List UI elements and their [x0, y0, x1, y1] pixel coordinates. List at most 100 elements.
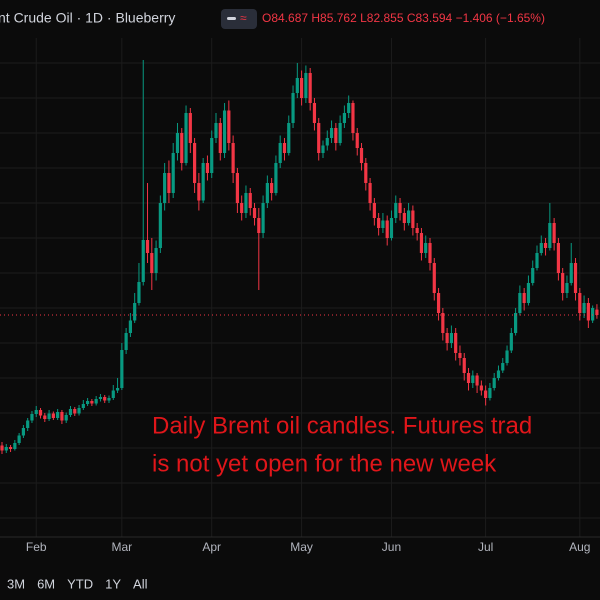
- candle-body: [586, 303, 590, 321]
- candle-body: [407, 210, 411, 223]
- candle-body: [556, 243, 560, 273]
- candle-body: [94, 399, 98, 404]
- range-bar: 3M 6M YTD 1Y All: [7, 576, 148, 591]
- candle-body: [317, 123, 321, 153]
- candle-body: [60, 412, 64, 421]
- candle-body: [415, 228, 419, 233]
- candle-body: [188, 113, 192, 143]
- candle-body: [300, 78, 304, 98]
- candle-body: [86, 401, 90, 404]
- candle-body: [81, 404, 85, 408]
- candle-body: [531, 268, 535, 283]
- candle-body: [115, 388, 120, 391]
- candle-body: [154, 248, 158, 273]
- candle-body: [265, 183, 269, 203]
- candle-body: [359, 148, 364, 163]
- candle-body: [411, 210, 415, 228]
- x-tick-label: Apr: [202, 540, 221, 554]
- candle-body: [402, 213, 406, 223]
- candle-body: [257, 218, 261, 233]
- candle-body: [252, 208, 257, 218]
- candle-body: [287, 123, 291, 153]
- candle-body: [107, 398, 111, 401]
- candle-body: [17, 435, 21, 443]
- candle-body: [145, 240, 150, 253]
- candle-body: [578, 293, 582, 313]
- candle-body: [565, 283, 569, 293]
- candle-body: [449, 333, 453, 343]
- candle-body: [222, 110, 227, 153]
- x-tick-label: Feb: [26, 540, 47, 554]
- candle-body: [180, 133, 184, 163]
- candle-body: [569, 263, 573, 283]
- candle-body: [445, 333, 449, 343]
- x-tick-label: Mar: [112, 540, 133, 554]
- candle-body: [454, 333, 458, 353]
- candle-body: [514, 313, 518, 333]
- candle-body: [38, 410, 43, 416]
- change-value: −1.406 (−1.65%): [456, 11, 545, 25]
- candle-body: [355, 133, 359, 148]
- candle-body: [124, 333, 128, 350]
- candle-body: [505, 350, 509, 363]
- candle-body: [111, 390, 115, 398]
- x-axis: Feb Mar Apr May Jun Jul Aug: [26, 540, 591, 554]
- candle-body: [235, 173, 239, 203]
- candle-body: [68, 409, 73, 415]
- candle-body: [372, 203, 376, 218]
- candle-body: [522, 293, 526, 303]
- symbol-title[interactable]: nt Crude Oil · 1D · Blueberry: [0, 10, 175, 26]
- candle-body: [436, 293, 441, 313]
- candle-body: [573, 263, 578, 293]
- candle-body: [282, 143, 287, 153]
- candle-body: [248, 193, 252, 208]
- candle-body: [526, 283, 531, 303]
- candle-body: [261, 203, 265, 233]
- candle-body: [77, 408, 81, 414]
- candle-body: [509, 333, 513, 351]
- range-button[interactable]: All: [133, 576, 148, 591]
- candle-body: [231, 143, 235, 173]
- candle-body: [193, 143, 197, 183]
- candle-body: [398, 203, 402, 213]
- candle-body: [8, 447, 13, 449]
- x-tick-label: Jul: [478, 540, 493, 554]
- x-tick-label: Jun: [382, 540, 401, 554]
- candle-body: [51, 413, 55, 418]
- candle-body: [0, 445, 4, 451]
- candle-body: [244, 193, 248, 213]
- candle-body: [30, 414, 34, 421]
- range-button[interactable]: 1Y: [105, 576, 121, 591]
- candle-body: [295, 78, 299, 93]
- candle-body: [274, 163, 278, 193]
- candle-body: [475, 375, 479, 386]
- candle-body: [329, 128, 334, 138]
- candle-body: [73, 409, 77, 414]
- candle-body: [34, 410, 38, 414]
- candle-body: [561, 273, 565, 293]
- candle-body: [184, 113, 188, 163]
- range-button[interactable]: YTD: [67, 576, 93, 591]
- candle-body: [595, 309, 599, 316]
- candle-body: [26, 420, 30, 428]
- x-tick-label: Aug: [569, 540, 590, 554]
- low-value: L82.855: [360, 11, 404, 25]
- candle-body: [321, 145, 325, 153]
- candle-body: [364, 163, 368, 183]
- candle-body: [471, 375, 475, 383]
- range-button[interactable]: 6M: [37, 576, 55, 591]
- candle-body: [128, 320, 132, 333]
- indicator-toggle[interactable]: [221, 9, 257, 29]
- candle-body: [591, 308, 595, 321]
- ohlc-readout: O84.687 H85.762 L82.855 C83.594 −1.406 (…: [262, 11, 545, 25]
- candle-body: [385, 220, 389, 238]
- candle-body: [218, 123, 222, 153]
- candle-body: [64, 415, 68, 421]
- candle-body: [543, 243, 548, 248]
- candle-body: [466, 373, 471, 383]
- range-button[interactable]: 3M: [7, 576, 25, 591]
- candle-body: [304, 73, 308, 98]
- candle-body: [351, 103, 355, 133]
- candle-body: [501, 363, 505, 371]
